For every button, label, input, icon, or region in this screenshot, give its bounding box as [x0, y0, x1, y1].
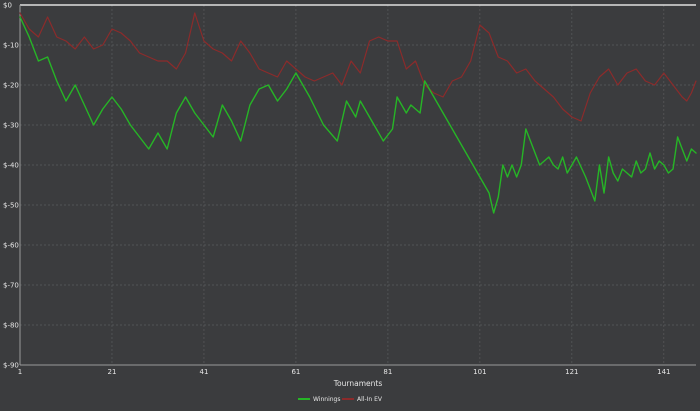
grid	[20, 4, 696, 366]
allin-ev-series-line	[19, 12, 697, 122]
series-lines	[19, 12, 697, 214]
axes	[19, 5, 696, 366]
x-tick-label: 61	[291, 368, 300, 376]
y-tick-label: $-20	[3, 82, 19, 90]
y-tick-label: $-90	[3, 362, 19, 370]
y-tick-label: $0	[3, 2, 12, 10]
x-axis-title: Tournaments	[333, 379, 383, 388]
y-tick-label: $-50	[3, 202, 19, 210]
y-tick-label: $-70	[3, 282, 19, 290]
x-tick-label: 141	[657, 368, 670, 376]
legend: Winnings All-In EV	[298, 396, 383, 403]
x-tick-label: 1	[18, 368, 22, 376]
y-tick-label: $-10	[3, 42, 19, 50]
tick-labels: $0$-10$-20$-30$-40$-50$-60$-70$-80$-901 2…	[3, 2, 670, 377]
x-tick-label: 121	[565, 368, 578, 376]
winnings-series-line	[19, 16, 697, 214]
x-tick-label: 41	[199, 368, 208, 376]
y-tick-label: $-80	[3, 322, 19, 330]
y-tick-label: $-30	[3, 122, 19, 130]
x-tick-label: 101	[473, 368, 486, 376]
winnings-legend-label: Winnings	[313, 396, 340, 403]
allin-ev-legend-label: All-In EV	[357, 396, 383, 403]
y-tick-label: $-60	[3, 242, 19, 250]
x-tick-label: 21	[108, 368, 117, 376]
x-tick-label: 81	[383, 368, 392, 376]
y-tick-label: $-40	[3, 162, 19, 170]
